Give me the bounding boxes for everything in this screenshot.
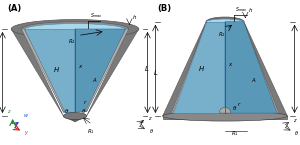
Polygon shape: [171, 22, 206, 113]
Text: $x$: $x$: [228, 61, 233, 68]
Polygon shape: [87, 29, 139, 116]
Text: $z$: $z$: [148, 115, 152, 122]
Text: $r$: $r$: [83, 97, 87, 106]
Text: $r$: $r$: [237, 100, 242, 108]
Ellipse shape: [206, 18, 244, 25]
Text: $R_2$: $R_2$: [68, 37, 76, 46]
Text: $R_2$: $R_2$: [218, 30, 226, 39]
Ellipse shape: [163, 111, 287, 121]
Ellipse shape: [206, 17, 244, 26]
Text: (B): (B): [157, 4, 171, 13]
Ellipse shape: [24, 23, 126, 36]
Text: $A$: $A$: [251, 76, 257, 85]
Polygon shape: [85, 29, 129, 112]
Text: $h$: $h$: [248, 6, 253, 14]
Text: $z$: $z$: [7, 108, 11, 115]
Polygon shape: [244, 22, 279, 113]
Text: $\theta$: $\theta$: [149, 127, 154, 135]
Text: $R_1$: $R_1$: [87, 128, 94, 136]
Polygon shape: [225, 22, 277, 113]
Text: $A$: $A$: [92, 76, 98, 84]
Ellipse shape: [206, 19, 244, 25]
Polygon shape: [173, 22, 225, 113]
Text: $L$: $L$: [144, 64, 150, 73]
Ellipse shape: [21, 22, 129, 36]
Polygon shape: [11, 29, 63, 116]
Text: $y$: $y$: [24, 129, 29, 137]
Polygon shape: [24, 29, 75, 112]
Text: $z$: $z$: [140, 118, 145, 125]
Text: $\theta$: $\theta$: [64, 107, 69, 115]
Polygon shape: [244, 22, 287, 116]
Text: $\theta$: $\theta$: [232, 104, 238, 112]
Text: $x$: $x$: [78, 63, 83, 70]
Text: $L$: $L$: [153, 68, 159, 77]
Polygon shape: [163, 116, 287, 119]
Text: $h$: $h$: [132, 13, 137, 21]
Text: $R_1$: $R_1$: [231, 129, 239, 138]
Text: (A): (A): [7, 4, 21, 13]
Polygon shape: [21, 29, 65, 112]
Ellipse shape: [63, 112, 87, 120]
Wedge shape: [219, 107, 231, 113]
Polygon shape: [75, 29, 126, 112]
Text: $S_{max}$: $S_{max}$: [235, 5, 248, 14]
Text: $\theta$: $\theta$: [294, 129, 299, 137]
Polygon shape: [163, 22, 206, 116]
Text: $H$: $H$: [198, 64, 205, 73]
Text: $w$: $w$: [23, 112, 29, 119]
Ellipse shape: [11, 20, 139, 38]
Text: $H$: $H$: [52, 65, 60, 74]
Text: $z$: $z$: [293, 117, 298, 124]
Text: $S_{max}$: $S_{max}$: [89, 11, 102, 20]
Text: $\theta$: $\theta$: [81, 107, 86, 115]
Polygon shape: [63, 116, 87, 122]
